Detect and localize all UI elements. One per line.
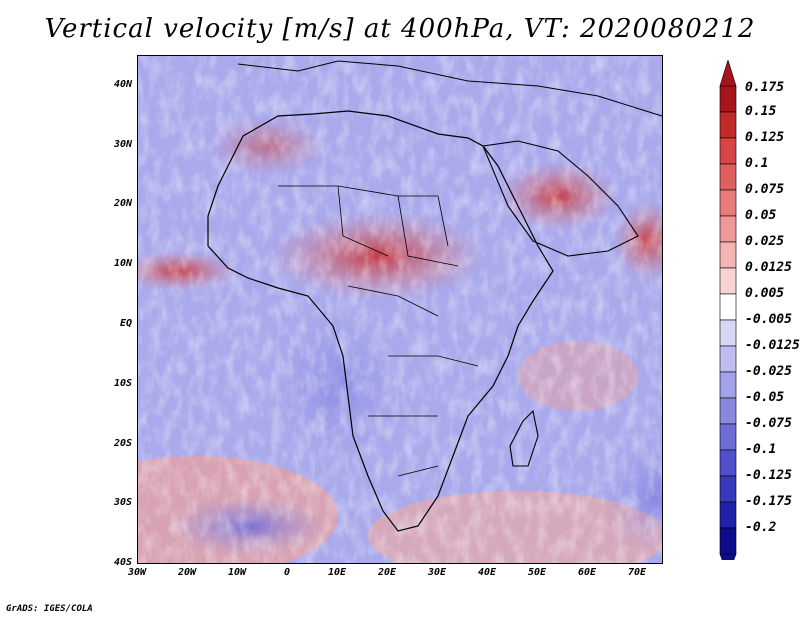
colorbar-segment (719, 111, 737, 139)
lat-label: 20N (113, 198, 132, 209)
colorbar-segment (719, 137, 737, 165)
colorbar-tick-label: 0.15 (745, 104, 777, 119)
colorbar-segment (719, 319, 737, 347)
colorbar-tick-label: 0.175 (745, 80, 785, 95)
madagascar-coastline (509, 409, 539, 467)
lon-label: 70E (627, 567, 647, 578)
colorbar-bottom-arrow (719, 553, 737, 560)
colorbar-segment (719, 267, 737, 295)
colorbar-tick-label: -0.025 (745, 364, 792, 379)
colorbar-tick-label: -0.075 (745, 416, 792, 431)
colorbar-tick-label: 0.125 (745, 130, 785, 145)
colorbar-tick-label: -0.175 (745, 494, 792, 509)
colorbar-segment (719, 501, 737, 529)
colorbar-segment (719, 449, 737, 477)
colorbar-tick-label: 0.1 (745, 156, 769, 171)
colorbar-segment (719, 527, 737, 555)
colorbar-segment (719, 163, 737, 191)
country-borders (278, 185, 479, 477)
colorbar-tick-label: 0.025 (745, 234, 785, 249)
colorbar-segment (719, 423, 737, 451)
lon-label: 10W (227, 567, 247, 578)
colorbar-tick-label: 0.0125 (745, 260, 792, 275)
colorbar-tick-label: -0.1 (745, 442, 777, 457)
colorbar-tick-label: 0.075 (745, 182, 785, 197)
lat-label: 30N (113, 139, 132, 150)
africa-coastline (207, 110, 554, 532)
colorbar-segment (719, 475, 737, 503)
lat-label: 10N (113, 258, 132, 269)
lon-label: 60E (577, 567, 597, 578)
colorbar-top-arrow (719, 60, 737, 87)
colorbar-tick-label: -0.0125 (745, 338, 800, 353)
lat-label: 40N (113, 79, 132, 90)
colorbar-tick-label: -0.005 (745, 312, 792, 327)
lon-label: 0 (283, 567, 291, 578)
vertical-velocity-map (138, 56, 662, 563)
colorbar-segment (719, 215, 737, 243)
colorbar-segment (719, 345, 737, 373)
colorbar-segment (719, 189, 737, 217)
colorbar-tick-label: 0.05 (745, 208, 777, 223)
lat-label: EQ (119, 318, 132, 329)
lat-label: 20S (113, 438, 132, 449)
map-panel (137, 55, 663, 564)
colorbar-segment (719, 85, 737, 113)
colorbar-segment (719, 371, 737, 399)
colorbar-segment (719, 397, 737, 425)
colorbar-tick-label: -0.125 (745, 468, 792, 483)
colorbar-tick-label: 0.005 (745, 286, 785, 301)
lon-label: 20E (377, 567, 397, 578)
europe-asia-coastline (237, 60, 662, 117)
lon-label: 10E (327, 567, 347, 578)
lat-label: 40S (113, 557, 132, 568)
lat-label: 10S (113, 378, 132, 389)
lon-label: 30E (427, 567, 447, 578)
chart-title: Vertical velocity [m/s] at 400hPa, VT: 2… (44, 14, 756, 44)
arabia-coastline (482, 140, 639, 257)
lat-label: 30S (113, 497, 132, 508)
lon-label: 30W (127, 567, 147, 578)
lon-label: 40E (477, 567, 497, 578)
colorbar (719, 60, 737, 560)
colorbar-segment (719, 241, 737, 269)
lon-label: 20W (177, 567, 197, 578)
field-texture (138, 56, 662, 563)
colorbar-segment (719, 293, 737, 321)
colorbar-tick-label: -0.2 (745, 520, 777, 535)
colorbar-tick-label: -0.05 (745, 390, 785, 405)
lon-label: 50E (527, 567, 547, 578)
credit-text: GrADS: IGES/COLA (6, 604, 93, 614)
